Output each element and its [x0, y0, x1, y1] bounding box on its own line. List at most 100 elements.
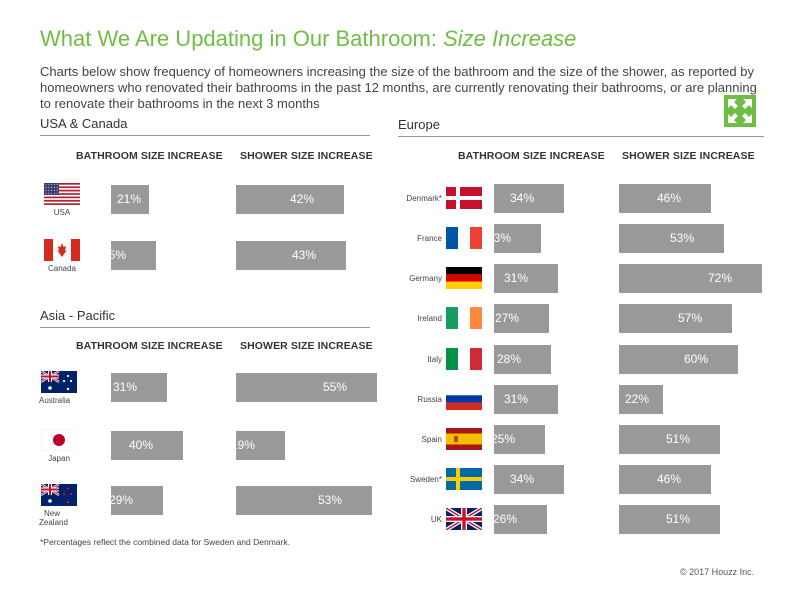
denmark-flag-icon [446, 187, 482, 209]
country-name: France [417, 234, 442, 243]
bar-value-label: 43% [291, 248, 316, 262]
bar: 31% [494, 264, 558, 293]
bar-value-label: 51% [665, 432, 690, 446]
column-header: SHOWER SIZE INCREASE [622, 150, 755, 162]
bar-value-label: 53% [317, 493, 342, 507]
region-title: Asia - Pacific [40, 308, 370, 328]
bar: 46% [619, 184, 711, 213]
bar: 26% [492, 505, 547, 534]
country-name: Sweden* [409, 475, 442, 484]
bar-value-label: 42% [289, 192, 314, 206]
canada-flag-icon [44, 239, 80, 261]
title-emphasis: Size Increase [443, 26, 577, 51]
bar: 31% [494, 385, 558, 414]
bar-value-label: 51% [665, 512, 690, 526]
country-name: Australia [39, 396, 71, 405]
bar-value-label: 19% [230, 438, 255, 452]
bar: 43% [236, 241, 346, 270]
bar-value-label: 27% [494, 311, 519, 325]
country-name: USA [53, 208, 71, 217]
country-name: UK [430, 515, 442, 524]
bar: 60% [619, 345, 738, 374]
country-name: Germany [409, 274, 442, 283]
bar: 19% [231, 431, 285, 460]
bar-value-label: 25% [490, 432, 515, 446]
bar-value-label: 55% [322, 380, 347, 394]
country-name: Italy [427, 355, 442, 364]
column-header: BATHROOM SIZE INCREASE [76, 150, 223, 162]
page-title: What We Are Updating in Our Bathroom: Si… [40, 26, 576, 52]
bar: 28% [494, 345, 551, 374]
country-name: Spain [421, 435, 442, 444]
region-title: USA & Canada [40, 116, 370, 136]
houzz-arrows-icon [724, 95, 756, 127]
bar-value-label: 60% [683, 352, 708, 366]
bar: 72% [619, 264, 762, 293]
bar-value-label: 46% [656, 191, 681, 205]
bar: 46% [619, 465, 711, 494]
bar: 31% [111, 373, 167, 402]
bar-value-label: 34% [509, 472, 534, 486]
bar-value-label: 57% [677, 311, 702, 325]
bar: 25% [102, 241, 156, 270]
bar-value-label: 31% [503, 392, 528, 406]
bar-value-label: 26% [492, 512, 517, 526]
bar-value-label: 34% [509, 191, 534, 205]
sweden-flag-icon [446, 468, 482, 490]
bar-value-label: 46% [656, 472, 681, 486]
bar: 25% [490, 425, 545, 454]
copyright: © 2017 Houzz Inc. [680, 567, 755, 577]
country-name: New Zealand [39, 509, 68, 527]
country-name: Canada [47, 264, 77, 273]
bar: 51% [619, 425, 720, 454]
bar: 22% [619, 385, 663, 414]
bar-value-label: 25% [101, 248, 126, 262]
usa-flag-icon [44, 183, 80, 205]
bar-value-label: 40% [128, 438, 153, 452]
bar: 23% [487, 224, 541, 253]
russia-flag-icon [446, 388, 482, 410]
column-header: BATHROOM SIZE INCREASE [458, 150, 605, 162]
italy-flag-icon [446, 348, 482, 370]
bar: 27% [494, 304, 549, 333]
spain-flag-icon [446, 428, 482, 450]
bar-value-label: 31% [112, 380, 137, 394]
bar-value-label: 29% [108, 493, 133, 507]
column-header: SHOWER SIZE INCREASE [240, 150, 373, 162]
uk-flag-icon [446, 508, 482, 530]
bar: 51% [619, 505, 720, 534]
bar: 34% [494, 184, 564, 213]
bar-value-label: 21% [117, 192, 142, 206]
bar-value-label: 28% [496, 352, 521, 366]
bar: 53% [619, 224, 724, 253]
france-flag-icon [446, 227, 482, 249]
footnote: *Percentages reflect the combined data f… [40, 537, 290, 547]
region-title: Europe [398, 117, 764, 137]
bar: 55% [236, 373, 377, 402]
australia-flag-icon [41, 371, 77, 393]
japan-flag-icon [41, 429, 77, 451]
country-name: Denmark* [406, 194, 442, 203]
title-main: What We Are Updating in Our Bathroom: [40, 26, 444, 51]
bar-value-label: 53% [669, 231, 694, 245]
bar: 40% [111, 431, 183, 460]
page-subtitle: Charts below show frequency of homeowner… [40, 64, 757, 111]
country-name: Japan [48, 454, 70, 463]
bar: 29% [108, 486, 163, 515]
bar-value-label: 22% [625, 392, 650, 406]
bar: 42% [236, 185, 344, 214]
germany-flag-icon [446, 267, 482, 289]
column-header: BATHROOM SIZE INCREASE [76, 340, 223, 352]
bar: 21% [111, 185, 149, 214]
country-name: Russia [417, 395, 442, 404]
country-name: Ireland [417, 314, 442, 323]
bar-value-label: 23% [486, 231, 511, 245]
bar: 53% [236, 486, 372, 515]
column-header: SHOWER SIZE INCREASE [240, 340, 373, 352]
bar-value-label: 31% [503, 271, 528, 285]
bar: 34% [494, 465, 564, 494]
bar-value-label: 72% [707, 271, 732, 285]
bar: 57% [619, 304, 732, 333]
new-zealand-flag-icon [41, 484, 77, 506]
ireland-flag-icon [446, 307, 482, 329]
